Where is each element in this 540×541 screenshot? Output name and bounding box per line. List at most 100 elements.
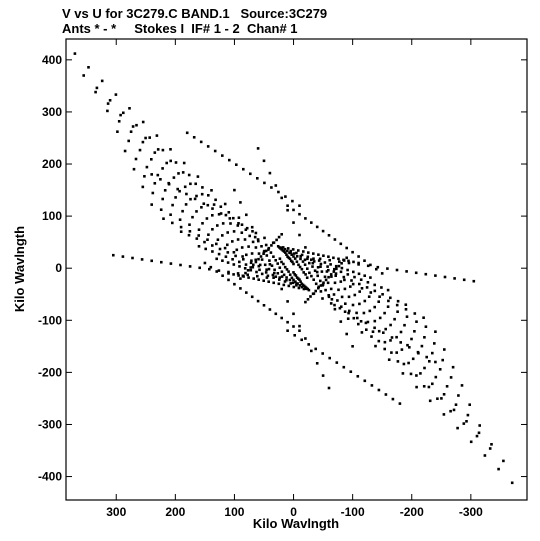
uv-point xyxy=(289,282,292,285)
uv-point xyxy=(307,343,310,346)
uv-point xyxy=(203,240,206,244)
uv-point xyxy=(347,295,351,299)
uv-point xyxy=(356,316,359,320)
uv-point xyxy=(389,323,392,327)
uv-point xyxy=(221,234,224,237)
uv-point xyxy=(384,327,387,331)
uv-point xyxy=(300,338,303,342)
uv-point xyxy=(302,271,305,274)
uv-point xyxy=(297,263,300,267)
uv-point xyxy=(386,305,390,308)
uv-point xyxy=(213,149,217,153)
uv-point xyxy=(321,374,325,377)
x-axis-label: Kilo Wavlngth xyxy=(253,516,339,531)
uv-point xyxy=(295,284,298,287)
uv-point xyxy=(184,203,188,206)
uv-point xyxy=(300,253,304,257)
uv-point xyxy=(121,255,125,258)
uv-point xyxy=(246,269,250,272)
uv-point xyxy=(389,296,392,300)
uv-point xyxy=(245,291,248,294)
uv-point xyxy=(403,323,406,327)
uv-point xyxy=(248,234,251,238)
uv-point xyxy=(342,259,346,262)
uv-point xyxy=(319,284,323,287)
y-axis: 400 300 200 100 0 -100 -200 -300 -400 xyxy=(38,53,527,484)
uv-point xyxy=(298,212,301,216)
uv-point xyxy=(400,348,404,351)
uv-point xyxy=(383,347,386,351)
uv-point xyxy=(267,280,270,283)
uv-point xyxy=(286,320,289,324)
uv-point xyxy=(211,244,214,247)
uv-point xyxy=(323,261,327,264)
uv-point xyxy=(272,255,275,258)
uv-point xyxy=(244,228,248,231)
uv-point xyxy=(278,276,281,279)
uv-point xyxy=(233,282,236,286)
uv-point xyxy=(249,266,252,269)
uv-point xyxy=(266,274,270,278)
uv-point xyxy=(347,261,351,265)
uv-point xyxy=(346,317,350,320)
uv-point xyxy=(313,269,317,272)
uv-point xyxy=(328,356,331,360)
uv-point xyxy=(185,192,188,196)
uv-point xyxy=(237,222,240,225)
uv-point xyxy=(153,182,157,185)
uv-point xyxy=(317,286,320,290)
uv-point xyxy=(339,270,343,274)
uv-point xyxy=(343,278,346,282)
uv-point xyxy=(174,161,178,164)
uv-point xyxy=(188,265,192,268)
uv-point xyxy=(250,225,254,229)
uv-point xyxy=(227,211,231,214)
uv-point xyxy=(346,273,350,276)
uv-point xyxy=(320,270,324,273)
uv-point xyxy=(227,272,230,275)
uv-point xyxy=(249,261,253,265)
uv-point xyxy=(231,258,234,261)
uv-point xyxy=(329,287,333,291)
uv-point xyxy=(223,202,227,206)
uv-point xyxy=(323,275,327,279)
x-tick-label: 100 xyxy=(224,505,244,519)
uv-point xyxy=(338,260,341,263)
uv-point xyxy=(327,255,330,258)
uv-point xyxy=(215,257,218,261)
x-tick-label: -300 xyxy=(459,505,483,519)
uv-point xyxy=(257,278,260,281)
uv-point xyxy=(387,299,390,303)
uv-point xyxy=(144,136,147,140)
uv-point xyxy=(370,384,374,387)
uv-point xyxy=(387,358,391,361)
uv-point xyxy=(232,251,236,254)
uv-point xyxy=(456,426,459,430)
uv-point xyxy=(338,306,342,310)
uv-point xyxy=(442,393,446,396)
uv-point xyxy=(304,246,307,249)
uv-point xyxy=(319,265,322,268)
uv-point xyxy=(395,351,398,354)
uv-point xyxy=(440,397,443,400)
uv-point xyxy=(227,270,230,274)
uv-point xyxy=(232,273,235,276)
uv-point xyxy=(268,171,272,175)
uv-point xyxy=(433,342,436,345)
uv-point xyxy=(289,251,292,254)
uv-point xyxy=(422,385,426,388)
uv-point xyxy=(352,270,355,274)
plot-frame xyxy=(65,38,528,501)
uv-point xyxy=(278,278,281,281)
uv-point xyxy=(229,222,232,225)
uv-point xyxy=(284,195,287,198)
uv-point xyxy=(322,281,325,284)
uv-point xyxy=(239,201,242,204)
uv-point xyxy=(274,184,278,187)
uv-point xyxy=(135,123,138,127)
uv-point xyxy=(335,267,338,271)
uv-point xyxy=(94,90,97,94)
chart-subtitle: Ants * - * Stokes I IF# 1 - 2 Chan# 1 xyxy=(62,21,298,36)
uv-point xyxy=(415,374,418,377)
uv-point xyxy=(348,309,351,313)
